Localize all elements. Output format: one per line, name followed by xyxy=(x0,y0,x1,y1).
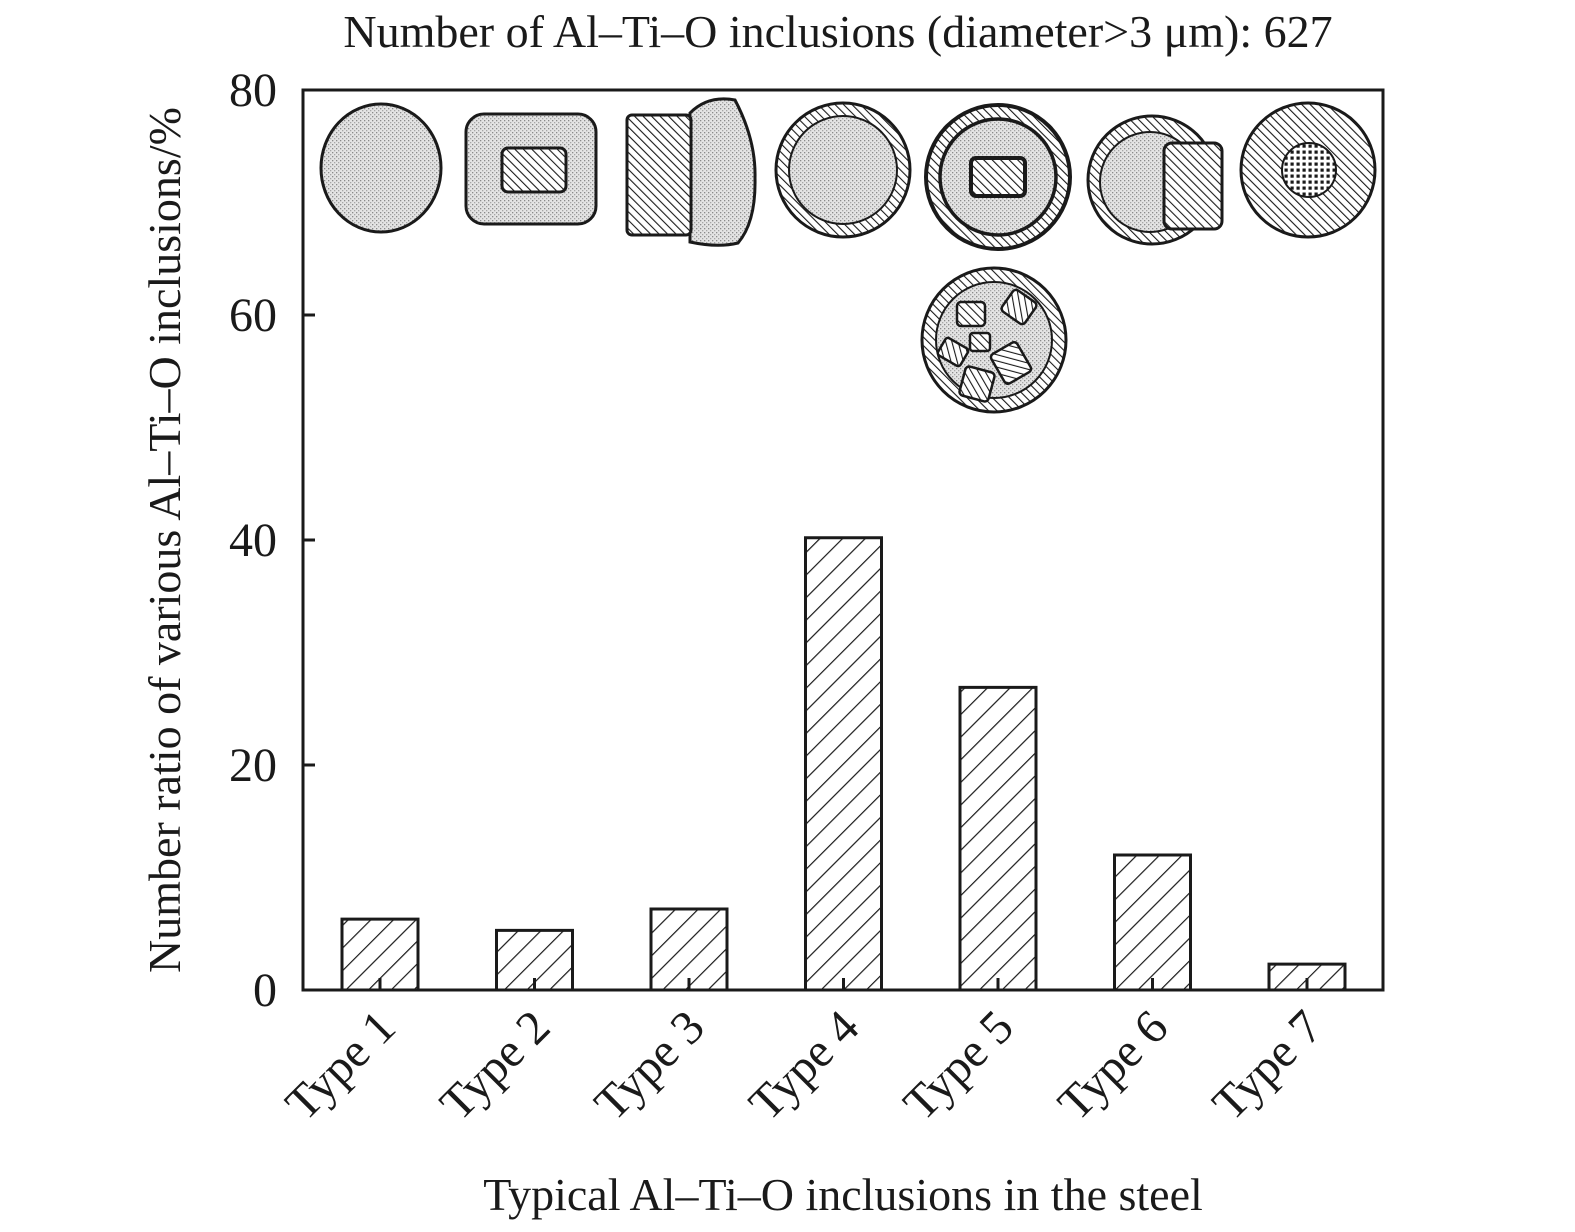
round-single-phase-icon xyxy=(319,102,443,234)
y-axis-label: Number ratio of various Al–Ti–O inclusio… xyxy=(139,107,190,973)
chart-title: Number of Al–Ti–O inclusions (diameter>3… xyxy=(343,6,1332,57)
two-phase-side-by-side-icon xyxy=(625,97,757,247)
plot-frame xyxy=(301,88,1385,992)
round-with-attached-block-icon xyxy=(1086,114,1224,246)
round-with-ring-and-core-icon xyxy=(924,103,1072,251)
bar-3 xyxy=(649,907,729,992)
y-tick-label: 0 xyxy=(253,964,277,1017)
x-axis: Type 1 Type 2 Type 3 Type 4 Type 5 Type 6 Type… xyxy=(275,978,1333,1131)
bar-series xyxy=(340,536,1347,992)
bar-4 xyxy=(804,536,883,992)
round-with-multiple-blocks-icon xyxy=(920,266,1068,414)
y-tick-label: 80 xyxy=(229,64,277,117)
y-tick-label: 40 xyxy=(229,514,277,567)
x-tick-label: Type 2 xyxy=(430,1000,560,1130)
round-with-outer-ring-icon xyxy=(774,101,912,239)
rounded-square-with-core-icon xyxy=(464,112,598,226)
y-axis: 0 20 40 60 80 xyxy=(229,64,315,1017)
bar-6 xyxy=(1113,853,1192,992)
x-tick-label: Type 7 xyxy=(1202,1000,1332,1130)
x-tick-label: Type 3 xyxy=(584,1000,714,1130)
round-hatched-with-dotted-core-icon xyxy=(1239,101,1377,239)
y-tick-label: 60 xyxy=(229,289,277,342)
x-tick-label: Type 5 xyxy=(893,1000,1023,1130)
x-tick-label: Type 1 xyxy=(275,1000,405,1130)
x-axis-label: Typical Al–Ti–O inclusions in the steel xyxy=(483,1169,1203,1220)
y-tick-label: 20 xyxy=(229,739,277,792)
bar-5 xyxy=(958,685,1038,992)
x-tick-label: Type 6 xyxy=(1048,1000,1178,1130)
x-tick-label: Type 4 xyxy=(739,1000,869,1130)
